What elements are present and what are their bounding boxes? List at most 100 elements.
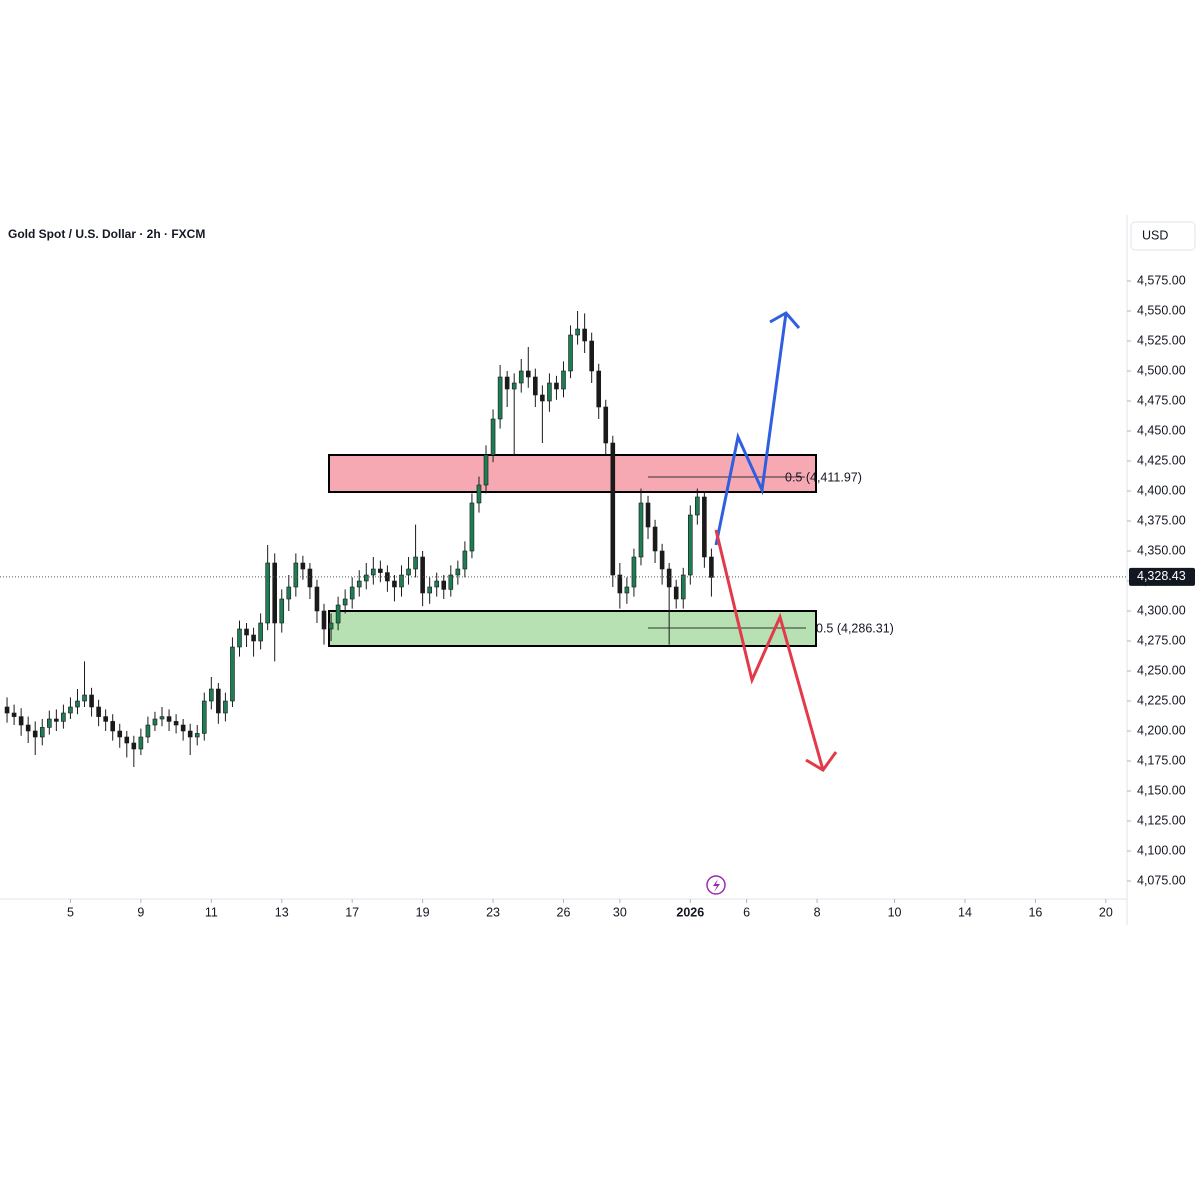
candle-body	[575, 328, 580, 336]
candle-body	[230, 646, 235, 702]
y-tick-label: 4,425.00	[1137, 453, 1186, 467]
candle-body	[293, 562, 299, 588]
candle-body	[645, 502, 651, 528]
bearish-path	[714, 529, 825, 771]
candle-body	[378, 568, 383, 573]
candle-body	[709, 556, 714, 578]
x-tick-label: 8	[814, 905, 821, 919]
chart-title: Gold Spot / U.S. Dollar · 2h · FXCM	[8, 227, 205, 241]
candle-body	[307, 568, 313, 588]
events-icon-bolt	[713, 879, 720, 892]
candle-body	[687, 514, 693, 576]
y-tick-label: 4,075.00	[1137, 873, 1186, 887]
candle-body	[596, 370, 602, 408]
currency-box[interactable]	[1130, 221, 1196, 251]
candle-body	[371, 568, 376, 576]
candle-body	[490, 418, 496, 456]
x-tick-label: 9	[137, 905, 144, 919]
candle-body	[413, 556, 418, 570]
candle-body	[561, 370, 566, 390]
last-price-label: 4,328.43	[1137, 569, 1186, 583]
currency-label[interactable]: USD	[1142, 228, 1168, 242]
candle-body	[568, 334, 573, 372]
candle-body	[244, 628, 249, 636]
y-tick-label: 4,125.00	[1137, 813, 1186, 827]
candle-body	[89, 694, 94, 708]
candle-body	[448, 574, 454, 590]
candle-body	[180, 724, 186, 732]
y-tick-label: 4,225.00	[1137, 693, 1186, 707]
candle-body	[39, 727, 45, 738]
x-tick-label: 20	[1099, 905, 1113, 919]
candle-body	[434, 580, 440, 588]
candle-body	[272, 562, 278, 624]
candle-body	[497, 376, 503, 420]
x-tick-label: 6	[743, 905, 750, 919]
candle-body	[335, 604, 341, 624]
candle-body	[540, 394, 545, 402]
candle-body	[103, 716, 108, 722]
candle-body	[680, 574, 686, 600]
candle-body	[321, 610, 327, 630]
candle-body	[702, 496, 707, 558]
candle-body	[511, 382, 517, 390]
x-tick-label: 30	[613, 905, 627, 919]
x-tick-label: 19	[416, 905, 430, 919]
candle-body	[279, 598, 285, 624]
candle-body	[624, 586, 630, 594]
candle-body	[483, 454, 489, 486]
y-tick-label: 4,375.00	[1137, 513, 1186, 527]
y-tick-label: 4,575.00	[1137, 273, 1186, 287]
candle-body	[659, 550, 665, 570]
y-tick-label: 4,250.00	[1137, 663, 1186, 677]
candle-body	[525, 370, 531, 378]
candle-body	[610, 442, 616, 576]
candle-body	[695, 496, 700, 516]
y-tick-label: 4,400.00	[1137, 483, 1186, 497]
x-tick-label: 23	[486, 905, 500, 919]
candle-body	[349, 586, 355, 600]
candle-body	[216, 688, 221, 714]
y-tick-label: 4,500.00	[1137, 363, 1186, 377]
candle-body	[117, 730, 123, 738]
candle-body	[673, 586, 679, 600]
candle-body	[82, 694, 87, 702]
candle-body	[152, 718, 158, 726]
candle-body	[4, 706, 10, 714]
candle-body	[455, 568, 461, 576]
candle-body	[47, 718, 52, 728]
candle-body	[554, 382, 559, 390]
candle-body	[159, 716, 165, 720]
candle-body	[25, 724, 31, 732]
candle-body	[617, 574, 623, 594]
candle-body	[547, 382, 552, 402]
candle-body	[187, 730, 193, 738]
events-icon[interactable]	[706, 875, 726, 895]
last-price-box	[1129, 567, 1195, 586]
candle-body	[209, 688, 214, 702]
candle-body	[631, 556, 637, 588]
candle-body	[589, 340, 594, 372]
candle-body	[533, 376, 538, 396]
y-tick-label: 4,200.00	[1137, 723, 1186, 737]
candle-body	[666, 568, 672, 588]
y-tick-label: 4,100.00	[1137, 843, 1186, 857]
candle-body	[68, 706, 73, 714]
candle-body	[363, 574, 369, 582]
bullish-arrowhead	[769, 311, 801, 329]
x-tick-label: 13	[275, 905, 289, 919]
y-tick-label: 4,350.00	[1137, 543, 1186, 557]
y-tick-label: 4,275.00	[1137, 633, 1186, 647]
x-tick-label: 11	[205, 905, 218, 919]
candle-body	[406, 568, 411, 576]
candle-body	[582, 328, 587, 342]
candle-body	[427, 586, 432, 594]
candle-body	[32, 730, 38, 738]
candle-body	[166, 716, 172, 722]
candle-body	[145, 724, 151, 738]
candle-body	[265, 562, 270, 624]
candle-body	[638, 502, 644, 558]
candle-body	[286, 586, 292, 600]
